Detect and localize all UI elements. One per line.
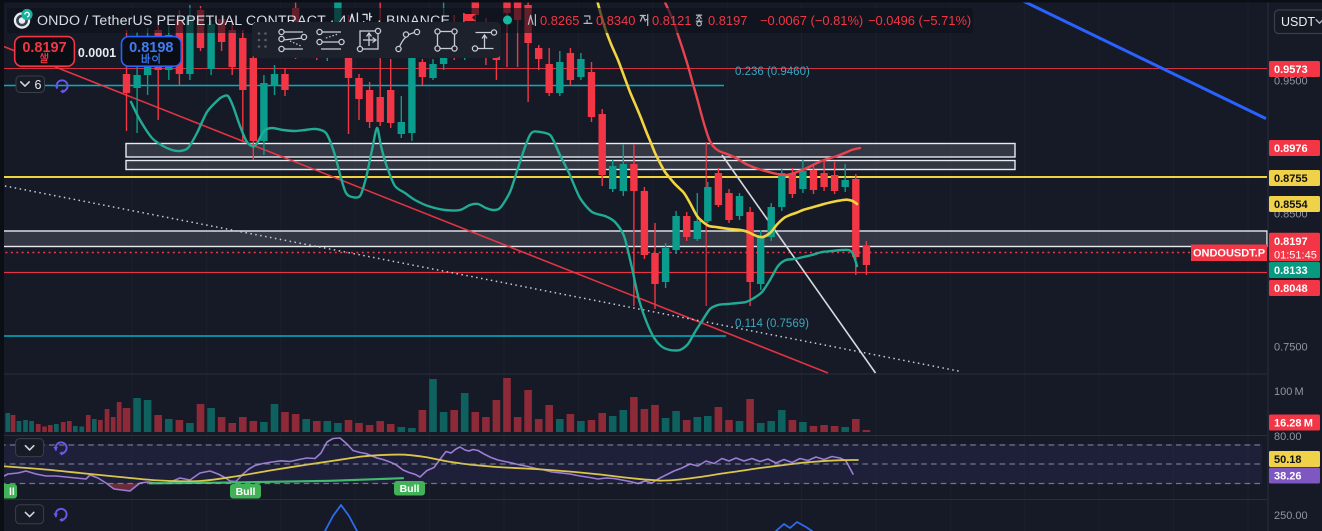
svg-text:80.00: 80.00 <box>1274 431 1302 443</box>
svg-text:16.28 M: 16.28 M <box>1274 418 1313 430</box>
svg-text:100 M: 100 M <box>1274 386 1304 398</box>
svg-text:Bull: Bull <box>400 483 420 495</box>
svg-text:0.114 (0.7569): 0.114 (0.7569) <box>735 318 809 330</box>
svg-text:50.18: 50.18 <box>1274 454 1302 466</box>
svg-text:250.00: 250.00 <box>1274 510 1308 522</box>
svg-text:0.8976: 0.8976 <box>1274 143 1308 155</box>
svg-text:ONDOUSDT.P: ONDOUSDT.P <box>1193 248 1265 260</box>
svg-text:−0.0496 (−5.71%): −0.0496 (−5.71%) <box>868 13 971 28</box>
svg-text:0.8755: 0.8755 <box>1274 173 1308 185</box>
svg-text:0.236 (0.9460): 0.236 (0.9460) <box>735 66 810 78</box>
svg-text:0.8197: 0.8197 <box>708 13 747 28</box>
svg-text:−0.0067 (−0.81%): −0.0067 (−0.81%) <box>760 13 863 28</box>
svg-text:0.8197: 0.8197 <box>22 40 66 56</box>
svg-text:0.8197: 0.8197 <box>1274 236 1308 248</box>
svg-text:38.26: 38.26 <box>1274 471 1302 483</box>
svg-text:0.8554: 0.8554 <box>1274 199 1309 211</box>
svg-text:0.8340: 0.8340 <box>596 13 635 28</box>
svg-text:0.9573: 0.9573 <box>1274 64 1308 76</box>
svg-text:Bull: Bull <box>236 486 256 498</box>
svg-text:0.8198: 0.8198 <box>129 40 173 56</box>
svg-text:0.7500: 0.7500 <box>1274 342 1308 354</box>
svg-text:ll: ll <box>9 486 15 498</box>
svg-text:0.0001: 0.0001 <box>78 46 116 60</box>
svg-text:0.9500: 0.9500 <box>1274 76 1308 88</box>
svg-text:0.8133: 0.8133 <box>1274 265 1308 277</box>
svg-text:6: 6 <box>35 78 42 92</box>
svg-text:0.8265: 0.8265 <box>540 13 579 28</box>
svg-text:0.8121: 0.8121 <box>652 13 691 28</box>
svg-text:0.8048: 0.8048 <box>1274 283 1308 295</box>
svg-text:01:51:45: 01:51:45 <box>1274 250 1317 262</box>
svg-text:USDT: USDT <box>1281 15 1315 29</box>
